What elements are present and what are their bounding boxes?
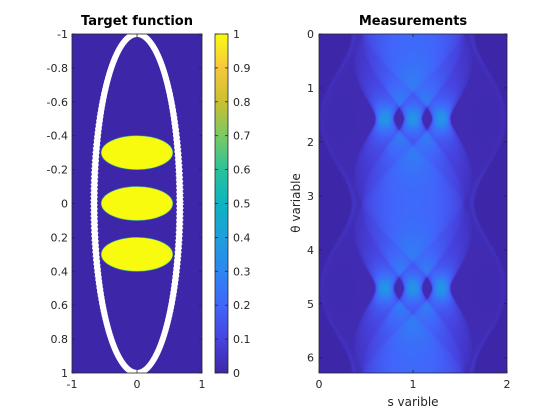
colorbar-tick-label: 0.7 — [233, 130, 251, 143]
right-xtick-label: 2 — [504, 378, 511, 391]
right-ytick-label: 5 — [307, 298, 314, 311]
colorbar-tick-label: 0 — [233, 367, 240, 380]
measurements-xlabel: s varible — [387, 395, 438, 409]
measurements-title: Measurements — [359, 14, 468, 29]
outer-ellipse-ring — [91, 34, 183, 373]
colorbar-tick-label: 0.3 — [233, 265, 251, 278]
colorbar-ticks: 0 0.1 0.2 0.3 0.4 0.5 0.6 0.7 0.8 0.9 1 — [215, 28, 251, 380]
colorbar-tick-label: 0.4 — [233, 231, 251, 244]
left-ytick-label: 0.2 — [51, 231, 69, 244]
outer-ring-jagged-edge — [90, 34, 184, 373]
colorbar-tick-label: 1 — [233, 28, 240, 41]
right-ytick-label: 3 — [307, 190, 314, 203]
colorbar-tick-label: 0.1 — [233, 333, 251, 346]
left-ytick-label: 0 — [61, 198, 68, 211]
left-ytick-label: 0.4 — [51, 265, 69, 278]
right-xtick-label: 1 — [410, 378, 417, 391]
left-ytick-label: -0.2 — [47, 164, 68, 177]
target-function-title: Target function — [81, 14, 193, 29]
colorbar: 0 0.1 0.2 0.3 0.4 0.5 0.6 0.7 0.8 0.9 1 — [214, 28, 251, 380]
target-function-panel: Target function -1 -0.8 -0.6 -0.4 -0.2 0 0.2 0.… — [47, 14, 206, 391]
inner-ellipse-edge-3 — [100, 237, 174, 272]
colorbar-tick-label: 0.9 — [233, 62, 251, 75]
inner-ellipse-edge-2 — [100, 186, 174, 221]
left-xtick-label: 0 — [134, 378, 141, 391]
inner-ellipse-1 — [101, 135, 173, 170]
right-ytick-label: 0 — [307, 28, 314, 41]
right-xtick-label: 0 — [316, 378, 323, 391]
inner-ellipse-2 — [101, 186, 173, 221]
colorbar-gradient — [215, 34, 228, 373]
inner-ellipse-3 — [101, 237, 173, 272]
sinogram-image — [319, 34, 507, 373]
colorbar-tick-label: 0.6 — [233, 164, 251, 177]
left-ytick-label: -0.8 — [47, 62, 68, 75]
left-xtick-label: -1 — [67, 378, 78, 391]
inner-ellipse-edge-1 — [100, 135, 174, 170]
left-ytick-label: -0.4 — [47, 130, 68, 143]
measurements-ylabel: θ variable — [289, 173, 303, 233]
colorbar-tick-label: 0.5 — [233, 198, 251, 211]
colorbar-tick-label: 0.2 — [233, 299, 251, 312]
left-ytick-label: 1 — [61, 367, 68, 380]
left-ytick-label: -1 — [57, 28, 68, 41]
target-function-ticks: -1-0.8-0.6-0.4-0.200.20.40.60.81-1 0 1 — [47, 28, 206, 391]
left-ytick-label: -0.6 — [47, 96, 68, 109]
left-ytick-label: 0.8 — [51, 333, 69, 346]
left-xtick-label: 1 — [199, 378, 206, 391]
right-ytick-label: 2 — [307, 136, 314, 149]
right-ytick-label: 4 — [307, 244, 314, 257]
right-ytick-label: 6 — [307, 352, 314, 365]
measurements-sinogram — [319, 34, 507, 373]
left-ytick-label: 0.6 — [51, 299, 69, 312]
right-ytick-label: 1 — [307, 82, 314, 95]
colorbar-tick-label: 0.8 — [233, 96, 251, 109]
